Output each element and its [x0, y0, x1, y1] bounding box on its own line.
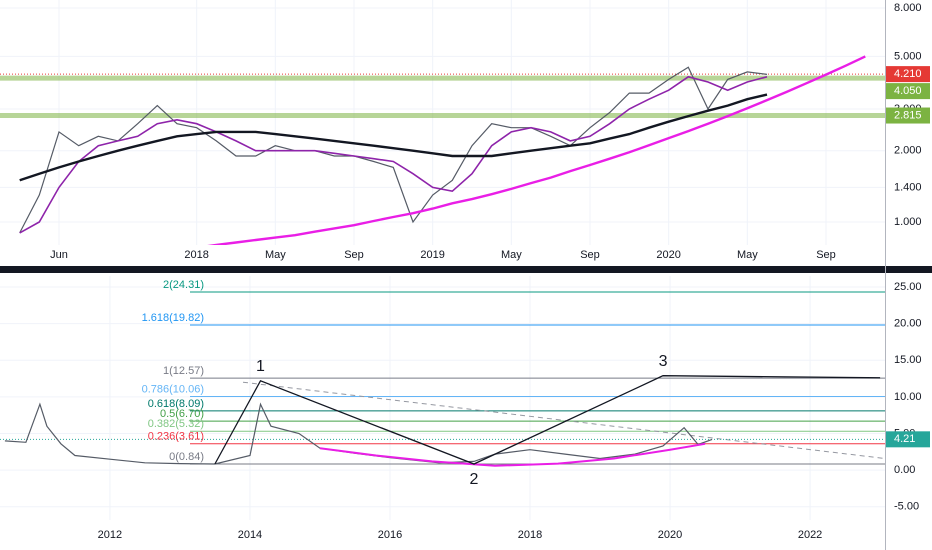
x-tick-label: 2020	[658, 529, 682, 541]
wave-label: 3	[659, 353, 668, 370]
x-tick-label: 2018	[184, 249, 208, 261]
price-label-box	[886, 83, 930, 100]
y-tick-label: 2.000	[894, 145, 922, 157]
x-tick-label: Jun	[50, 249, 68, 261]
y-tick-label: 8.000	[894, 2, 922, 14]
fib-level-label: 0(0.84)	[169, 451, 204, 463]
x-tick-label: Sep	[580, 249, 600, 261]
wave-label: 2	[470, 471, 479, 488]
series-line	[19, 66, 768, 234]
x-tick-label: 2012	[98, 529, 122, 541]
price-label-box	[886, 107, 930, 124]
x-tick-label: Sep	[816, 249, 836, 261]
fib-level-label: 0.786(10.06)	[142, 383, 204, 395]
y-tick-label: 1.400	[894, 181, 922, 193]
y-tick-label: 5.000	[894, 50, 922, 62]
fib-level-label: 2(24.31)	[163, 279, 204, 291]
curve-line	[319, 442, 706, 467]
plot-area	[0, 276, 885, 520]
x-tick-label: 2018	[518, 529, 542, 541]
series-line	[4, 402, 713, 465]
wave-line	[214, 375, 881, 465]
y-tick-label: 20.00	[894, 318, 922, 330]
fib-level-label: 1(12.57)	[163, 365, 204, 377]
series-line	[19, 93, 768, 182]
panel-separator	[0, 266, 932, 273]
y-tick-label: 1.000	[894, 216, 922, 228]
x-tick-label: May	[501, 249, 522, 261]
price-label-box	[886, 66, 930, 83]
fib-level-label: 0.5(6.70)	[160, 408, 204, 420]
x-tick-label: 2016	[378, 529, 402, 541]
x-tick-label: May	[265, 249, 286, 261]
price-label: 4.050	[894, 85, 922, 97]
x-tick-label: May	[737, 249, 758, 261]
y-tick-label: 25.00	[894, 281, 922, 293]
fib-level-label: 0.618(8.09)	[148, 398, 204, 410]
fib-level-label: 0.236(3.61)	[148, 431, 204, 443]
price-label: 4.210	[894, 68, 922, 80]
series-line	[207, 55, 866, 245]
y-tick-label: 10.00	[894, 391, 922, 403]
x-tick-label: 2022	[798, 529, 822, 541]
x-tick-label: 2020	[656, 249, 680, 261]
plot-area	[0, 0, 885, 245]
wave-label: 1	[256, 358, 265, 375]
y-tick-label: 0.00	[894, 464, 915, 476]
fib-level-label: 1.618(19.82)	[142, 312, 204, 324]
x-tick-label: Sep	[344, 249, 364, 261]
series-line	[19, 75, 768, 234]
y-tick-label: 15.00	[894, 354, 922, 366]
fib-level-label: 0.382(5.32)	[148, 418, 204, 430]
x-tick-label: 2014	[238, 529, 262, 541]
y-tick-label: -5.00	[894, 501, 919, 513]
price-label-box	[886, 431, 930, 448]
x-tick-label: 2019	[420, 249, 444, 261]
price-label: 2.815	[894, 109, 922, 121]
price-label: 4.21	[894, 433, 915, 445]
